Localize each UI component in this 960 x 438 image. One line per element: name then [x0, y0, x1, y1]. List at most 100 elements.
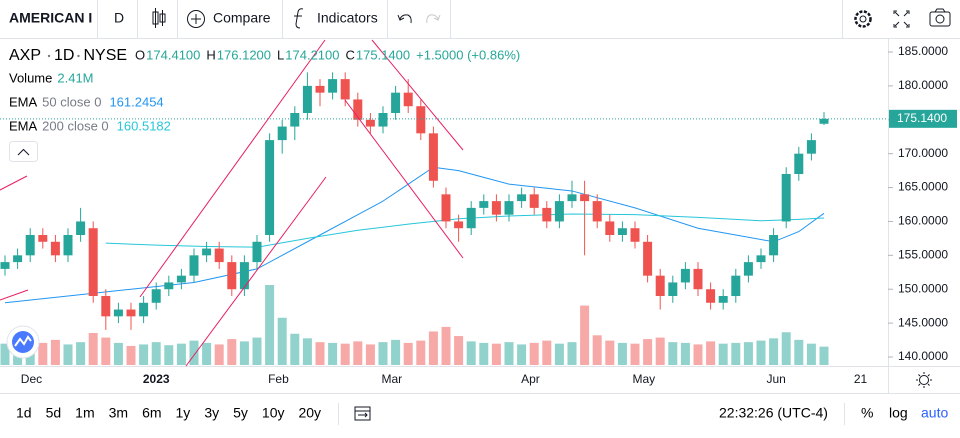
study-name[interactable]: EMA	[9, 94, 38, 109]
percent-toggle[interactable]: %	[861, 405, 873, 421]
volume-bar	[302, 338, 312, 365]
trend-line[interactable]	[139, 39, 326, 298]
study-params: 50 close 0	[42, 94, 101, 109]
y-tick-label: 170.0000	[898, 146, 948, 160]
range-button[interactable]: 5y	[233, 405, 248, 421]
undo-button[interactable]	[397, 14, 412, 24]
x-tick-label: 21	[854, 372, 868, 386]
y-tick-label: 180.0000	[898, 78, 948, 92]
volume-bar	[655, 337, 665, 365]
candle-body	[252, 241, 262, 263]
bottom-bar: 1d 5d 1m 3m 6m 1y 3y 5y 10y 20y	[16, 405, 321, 421]
volume-bar	[731, 342, 741, 365]
candle-body	[101, 296, 111, 317]
trend-line[interactable]	[371, 39, 464, 151]
candle-body	[290, 113, 300, 127]
trend-line[interactable]	[185, 176, 327, 367]
candle-body	[592, 201, 602, 222]
candle-body	[781, 174, 791, 222]
ema-line	[105, 213, 825, 248]
log-toggle[interactable]: log	[889, 405, 908, 421]
x-tick-label: Jun	[766, 372, 785, 386]
candle-body	[227, 262, 237, 290]
study-value: 2.41M	[57, 70, 93, 85]
range-button[interactable]: 3m	[109, 405, 128, 421]
volume-bar	[365, 344, 375, 365]
candle-body	[38, 235, 48, 242]
candle-body	[416, 106, 426, 134]
study-value: 160.5182	[117, 118, 171, 133]
volume-bar	[202, 342, 212, 365]
indicators-button[interactable]: Indicators	[294, 8, 378, 29]
volume-bar	[403, 342, 413, 365]
range-button[interactable]: 1y	[176, 405, 191, 421]
volume-bar	[806, 343, 816, 365]
volume-bar	[668, 342, 678, 365]
time-axis-settings-button[interactable]	[916, 372, 932, 388]
auto-toggle[interactable]: auto	[921, 405, 948, 421]
study-name[interactable]: Volume	[9, 70, 52, 85]
range-button[interactable]: 5d	[46, 405, 62, 421]
candle-body	[391, 92, 401, 113]
change-value: +1.5000 (+0.86%)	[416, 47, 520, 62]
candle-body	[76, 221, 86, 235]
volume-bar	[151, 342, 161, 365]
candle-body	[794, 153, 804, 174]
volume-bar	[643, 339, 653, 365]
volume-bar	[50, 339, 60, 365]
volume-bar	[378, 342, 388, 365]
volume-bar	[353, 341, 363, 365]
candle-body	[517, 194, 527, 202]
candle-body	[643, 241, 653, 276]
candle-body	[239, 262, 249, 290]
legend-symbol: AXP	[9, 47, 41, 64]
interval-button[interactable]: D	[114, 10, 124, 26]
candle-body	[50, 241, 60, 256]
range-button[interactable]: 20y	[298, 405, 321, 421]
volume-bar	[605, 340, 615, 365]
candle-body	[315, 85, 325, 93]
candle-body	[542, 207, 552, 222]
volume-bar	[706, 341, 716, 365]
range-button[interactable]: 10y	[262, 405, 285, 421]
range-button[interactable]: 1m	[75, 405, 94, 421]
screenshot-button[interactable]	[929, 8, 951, 27]
volume-bar	[126, 345, 136, 365]
volume-bar	[680, 342, 690, 365]
study-params: 200 close 0	[42, 118, 109, 133]
date-range-button[interactable]	[354, 406, 371, 421]
trend-line[interactable]	[0, 289, 29, 301]
candle-body	[693, 268, 703, 290]
candle-body	[176, 275, 186, 283]
volume-bar	[139, 344, 149, 365]
volume-bar	[794, 339, 804, 365]
symbol-button[interactable]: AMERICAN I	[9, 10, 92, 26]
trend-line[interactable]	[0, 175, 28, 191]
candle-body	[605, 221, 615, 235]
candle-body	[479, 201, 489, 208]
range-button[interactable]: 6m	[142, 405, 161, 421]
x-tick-label: Feb	[268, 372, 289, 386]
range-button[interactable]: 3y	[204, 405, 219, 421]
drawings	[0, 39, 464, 367]
chart-style-button[interactable]	[152, 8, 166, 28]
redo-button[interactable]	[426, 14, 441, 24]
logo[interactable]	[6, 325, 40, 359]
candle-body	[806, 140, 816, 154]
trend-line[interactable]	[344, 99, 464, 259]
compare-button[interactable]: Compare	[187, 10, 271, 28]
legend-exchange: NYSE	[83, 47, 127, 64]
x-tick-label: Apr	[521, 372, 540, 386]
volume-bar	[239, 341, 249, 365]
legend: AXP 1D NYSE O 174.4100 H 176.1200 L 174.2100 C 175…	[9, 47, 520, 133]
last-price-label: 175.1400	[897, 111, 947, 125]
range-button[interactable]: 1d	[16, 405, 32, 421]
settings-button[interactable]	[854, 10, 872, 28]
indicators-label: Indicators	[317, 10, 378, 26]
candle-body	[25, 235, 35, 256]
collapse-legend-button[interactable]	[9, 141, 38, 162]
study-name[interactable]: EMA	[9, 118, 38, 133]
fullscreen-button[interactable]	[893, 10, 910, 28]
volume-bar	[88, 333, 98, 365]
